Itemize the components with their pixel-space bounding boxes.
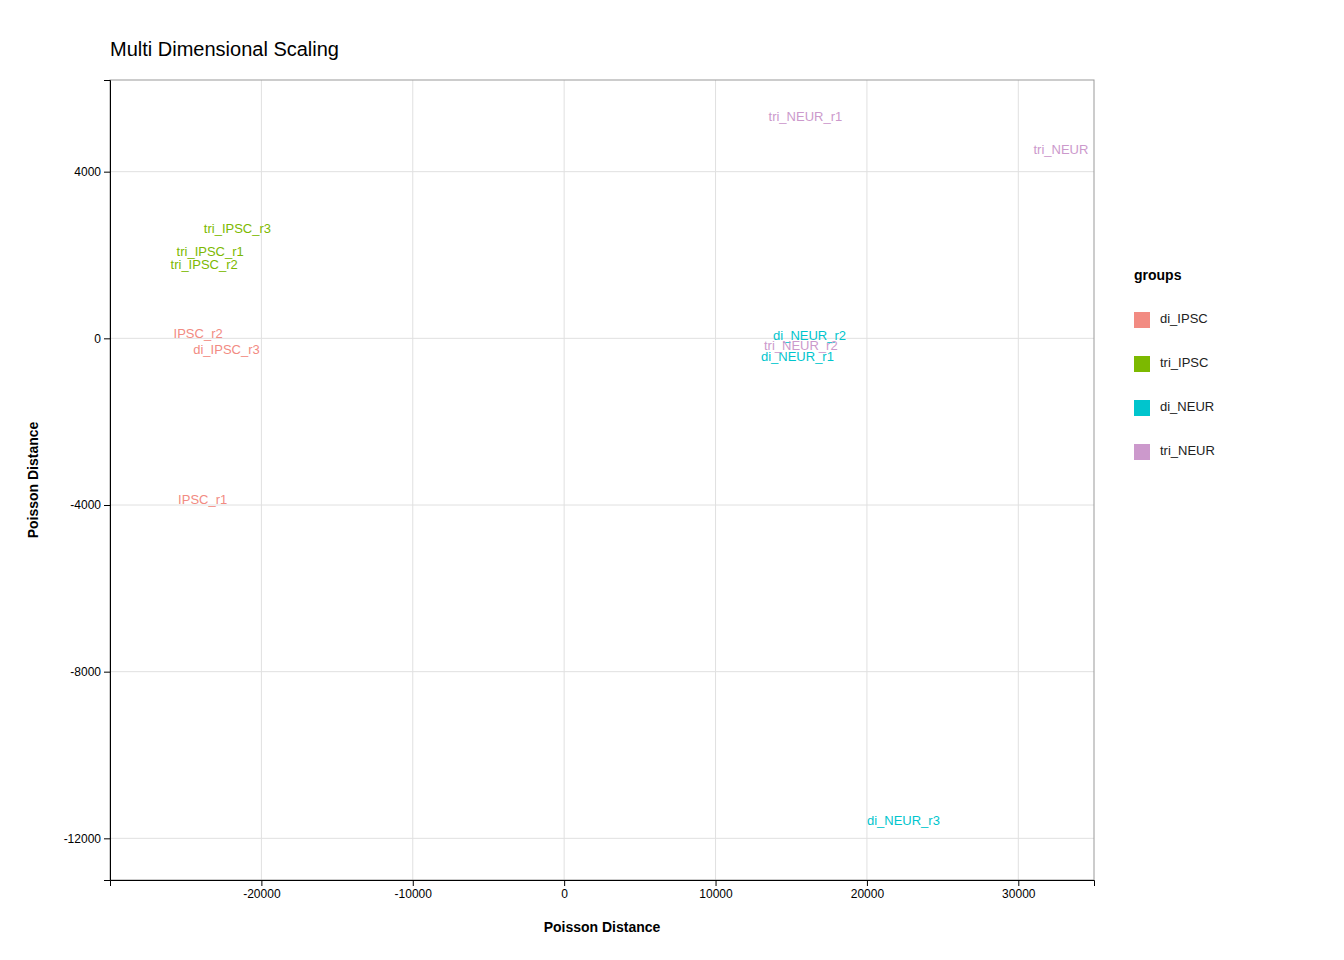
x-tick-label: 0 bbox=[561, 887, 568, 901]
point-label: tri_IPSC_r2 bbox=[171, 257, 238, 272]
point-label: di_NEUR_r3 bbox=[867, 813, 940, 828]
x-tick: -20000 bbox=[243, 880, 281, 901]
y-grid-line bbox=[110, 338, 1094, 339]
y-tick-mark bbox=[104, 338, 110, 339]
y-tick: -8000 bbox=[70, 665, 110, 679]
x-tick: 0 bbox=[561, 880, 568, 901]
legend-swatch bbox=[1134, 356, 1150, 372]
x-tick: 10000 bbox=[699, 880, 733, 901]
legend-title: groups bbox=[1134, 267, 1182, 283]
y-axis: -12000 -8000 -4000 0 4000 bbox=[64, 81, 111, 881]
x-grid-line bbox=[412, 80, 413, 880]
point-label: tri_IPSC_r3 bbox=[204, 221, 271, 236]
point-label: tri_NEUR_r2 bbox=[764, 338, 838, 353]
title: Multi Dimensional Scaling bbox=[110, 38, 339, 60]
y-tick-label: -4000 bbox=[70, 498, 101, 512]
point-label: di_IPSC_r3 bbox=[193, 342, 259, 357]
y-grid-line bbox=[110, 671, 1094, 672]
y-tick-label: -12000 bbox=[64, 832, 102, 846]
y-tick-label: 4000 bbox=[74, 165, 101, 179]
x-grid-line bbox=[564, 80, 565, 880]
y-grid-line bbox=[110, 505, 1094, 506]
x-tick-mark bbox=[564, 880, 565, 886]
x-tick-label: 20000 bbox=[851, 887, 885, 901]
y-axis-title: Poisson Distance bbox=[25, 421, 41, 538]
x-tick: 20000 bbox=[851, 880, 885, 901]
legend: groups di_IPSC tri_IPSC di_NEUR tri_NEUR bbox=[1134, 267, 1215, 460]
x-grid-line bbox=[715, 80, 716, 880]
y-tick-mark bbox=[104, 672, 110, 673]
x-tick-label: 30000 bbox=[1002, 887, 1036, 901]
point-label: IPSC_r1 bbox=[178, 492, 227, 507]
y-grid-line bbox=[110, 171, 1094, 172]
y-tick-mark bbox=[104, 172, 110, 173]
grid bbox=[110, 80, 1094, 880]
legend-swatch bbox=[1134, 312, 1150, 328]
legend-swatch bbox=[1134, 444, 1150, 460]
x-tick-mark bbox=[261, 880, 262, 886]
y-tick-label: 0 bbox=[94, 332, 101, 346]
x-tick-mark bbox=[867, 880, 868, 886]
points: IPSC_r1IPSC_r2di_IPSC_r3tri_IPSC_r1tri_I… bbox=[171, 109, 1089, 828]
x-axis-title: Poisson Distance bbox=[544, 919, 661, 935]
plot-frame bbox=[110, 80, 1094, 880]
y-tick: -12000 bbox=[64, 832, 110, 846]
x-tick: -10000 bbox=[395, 880, 433, 901]
y-tick: 4000 bbox=[74, 165, 110, 179]
x-tick-mark bbox=[413, 880, 414, 886]
x-grid-line bbox=[261, 80, 262, 880]
y-tick-mark bbox=[104, 505, 110, 506]
plot: -20000-100000100002000030000-12000-8000-… bbox=[64, 80, 1095, 901]
y-tick-mark bbox=[104, 838, 110, 839]
legend-label: di_NEUR bbox=[1160, 399, 1214, 414]
legend-label: di_IPSC bbox=[1160, 311, 1208, 326]
y-grid-line bbox=[110, 838, 1094, 839]
x-grid-line bbox=[1018, 80, 1019, 880]
y-tick: -4000 bbox=[70, 498, 110, 512]
x-axis-line bbox=[111, 881, 1095, 887]
legend-label: tri_IPSC bbox=[1160, 355, 1208, 370]
x-axis: -20000 -10000 0 10000 20000 30000 bbox=[111, 880, 1095, 901]
y-axis-line bbox=[104, 81, 111, 881]
x-tick: 30000 bbox=[1002, 880, 1036, 901]
x-tick-label: 10000 bbox=[699, 887, 733, 901]
x-tick-mark bbox=[716, 880, 717, 886]
legend-label: tri_NEUR bbox=[1160, 443, 1215, 458]
chart: -20000-100000100002000030000-12000-8000-… bbox=[0, 0, 1344, 960]
x-tick-label: -20000 bbox=[243, 887, 281, 901]
y-tick: 0 bbox=[94, 332, 110, 346]
point-label: tri_NEUR_r1 bbox=[769, 109, 843, 124]
y-tick-label: -8000 bbox=[70, 665, 101, 679]
x-grid-line bbox=[866, 80, 867, 880]
x-tick-label: -10000 bbox=[395, 887, 433, 901]
legend-swatch bbox=[1134, 400, 1150, 416]
point-label: IPSC_r2 bbox=[174, 326, 223, 341]
x-tick-mark bbox=[1018, 880, 1019, 886]
point-label: tri_NEUR bbox=[1033, 142, 1088, 157]
